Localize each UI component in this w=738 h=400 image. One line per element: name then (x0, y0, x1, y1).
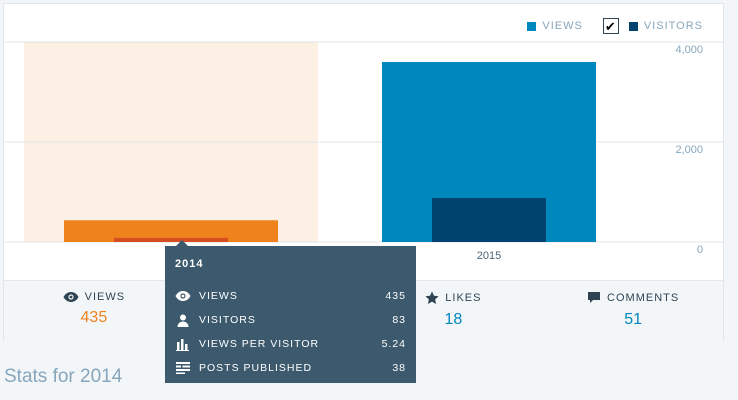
summary-likes-label: LIKES (445, 292, 482, 304)
visitors-swatch (628, 21, 638, 31)
summary-comments-label-row: COMMENTS (587, 291, 679, 305)
person-icon (175, 313, 191, 327)
summary-comments-value: 51 (624, 311, 643, 328)
summary-views-label: VIEWS (84, 291, 126, 303)
bar-tooltip: 2014 VIEWS 435 VISITORS 83 VIEWS PER VIS… (165, 246, 416, 383)
tooltip-views-label: VIEWS (199, 290, 238, 302)
summary-comments-label: COMMENTS (607, 292, 680, 304)
summary-comments[interactable]: COMMENTS 51 (543, 281, 723, 342)
tooltip-visitors-value: 83 (392, 314, 406, 326)
tooltip-views-per-visitor-value: 5.24 (381, 338, 406, 350)
summary-views[interactable]: VIEWS 435 (4, 281, 184, 342)
bar-visitors-2015[interactable] (432, 198, 546, 242)
tooltip-visitors-label: VISITORS (199, 314, 256, 326)
chart-bars (64, 62, 596, 242)
summary-likes-value: 18 (444, 311, 463, 328)
bar-visitors-2014[interactable] (114, 237, 228, 242)
x-tick-label: 2015 (477, 250, 501, 262)
tooltip-row-views: VIEWS 435 (175, 284, 406, 308)
bar-chart-icon (175, 337, 191, 351)
tooltip-posts-published-label: POSTS PUBLISHED (199, 362, 313, 374)
summary-views-label-row: VIEWS (63, 291, 125, 303)
tooltip-views-value: 435 (385, 290, 406, 302)
bar-views-2014[interactable] (64, 220, 278, 242)
eye-icon (63, 292, 79, 302)
tooltip-row-posts-published: POSTS PUBLISHED 38 (175, 356, 406, 380)
document-lines-icon (175, 361, 191, 375)
summary-likes[interactable]: LIKES 18 (364, 281, 544, 342)
bar-chart: 0 2,000 4,000 2015 (4, 41, 724, 262)
tooltip-row-views-per-visitor: VIEWS PER VISITOR 5.24 (175, 332, 406, 356)
y-tick-label: 2,000 (675, 144, 703, 156)
tooltip-title: 2014 (175, 258, 204, 270)
eye-icon (175, 289, 191, 303)
legend-visitors-label: VISITORS (643, 20, 703, 32)
tooltip-posts-published-value: 38 (392, 362, 406, 374)
chart-legend: VIEWS ✔ VISITORS (527, 18, 703, 34)
tooltip-arrow (176, 240, 188, 246)
speech-bubble-icon (588, 292, 601, 303)
tooltip-row-visitors: VISITORS 83 (175, 308, 406, 332)
legend-views-label: VIEWS (542, 20, 583, 32)
tooltip-views-per-visitor-label: VIEWS PER VISITOR (199, 338, 320, 350)
page-title: Stats for 2014 (4, 366, 123, 387)
chart-labels: 0 2,000 4,000 2015 (477, 44, 703, 262)
visitors-checkbox[interactable]: ✔ (602, 18, 619, 34)
summary-views-value: 435 (80, 309, 108, 326)
legend-visitors[interactable]: ✔ VISITORS (602, 18, 703, 34)
views-swatch (527, 21, 537, 31)
y-tick-label: 0 (697, 244, 703, 256)
summary-likes-label-row: LIKES (425, 291, 481, 305)
legend-views: VIEWS (527, 20, 582, 32)
y-tick-label: 4,000 (675, 44, 703, 56)
chart-grid (4, 41, 724, 243)
star-icon (425, 291, 439, 304)
